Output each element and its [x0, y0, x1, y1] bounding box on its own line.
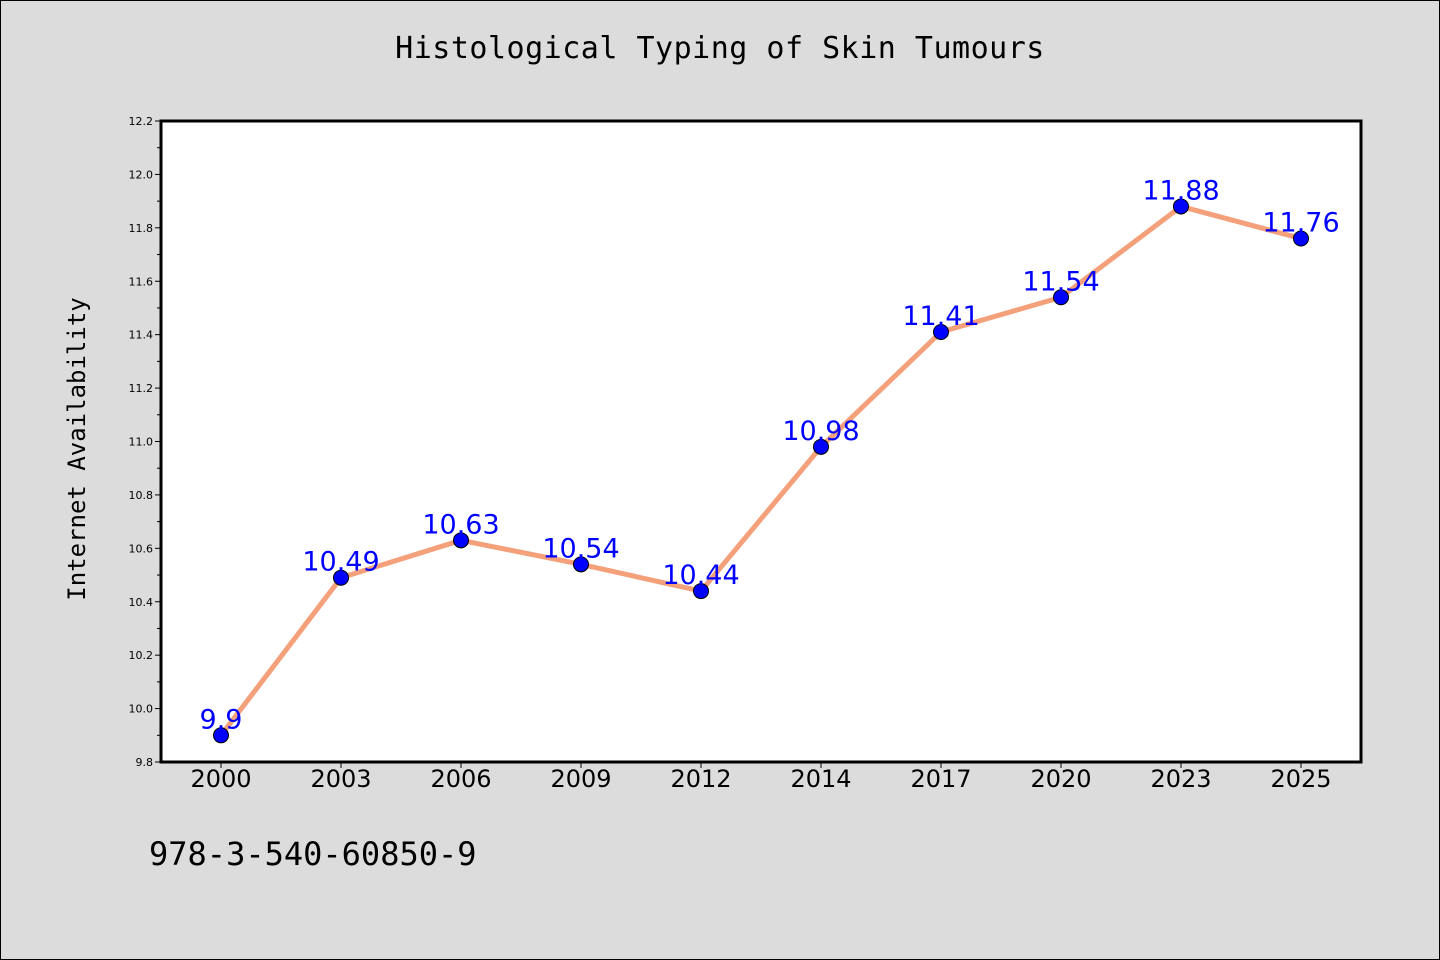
chart-title: Histological Typing of Skin Tumours	[395, 31, 1045, 66]
data-label: 11.76	[1262, 208, 1339, 239]
data-point	[1173, 198, 1189, 215]
footer-code: 978-3-540-60850-9	[149, 835, 477, 873]
x-tick-label: 2000	[190, 765, 251, 793]
data-point	[1293, 230, 1309, 247]
x-tick-label: 2012	[670, 765, 731, 793]
y-axis: 9.8 10.0 10.2 10.4 10.6 10.8 11.0 11.2 11.4 11.6 1…	[129, 115, 161, 769]
x-axis: 2000 2003 2006 2009 2012 2014 2017 2020 2023 2025	[190, 762, 1332, 793]
x-tick-label: 2009	[550, 765, 611, 793]
y-tick-label: 9.8	[136, 756, 154, 769]
x-tick-label: 2003	[310, 765, 371, 793]
series-line	[218, 203, 1304, 738]
y-tick-label: 10.8	[129, 489, 154, 502]
data-label: 10.98	[782, 416, 859, 447]
y-tick-label: 11.0	[129, 436, 154, 449]
y-tick-label: 10.4	[129, 596, 154, 609]
data-series: 9.9 10.49 10.63 10.54 10.44 10.98 11.41 11.54 11…	[200, 175, 1340, 744]
y-tick-label: 10.0	[129, 703, 154, 716]
data-label: 10.49	[302, 547, 379, 578]
x-tick-label: 2014	[790, 765, 851, 793]
data-point	[933, 323, 949, 340]
data-label: 10.44	[662, 560, 739, 591]
x-tick-label: 2017	[910, 765, 971, 793]
y-tick-label: 11.8	[129, 222, 154, 235]
y-tick-label: 10.2	[129, 649, 154, 662]
data-label: 10.54	[542, 533, 619, 564]
y-tick-label: 12.2	[129, 115, 154, 128]
data-label: 9.9	[200, 704, 243, 735]
data-label: 10.63	[422, 509, 499, 540]
data-point	[213, 727, 229, 744]
y-tick-label: 10.6	[129, 542, 154, 555]
data-label: 11.88	[1142, 175, 1219, 206]
y-tick-label: 12.0	[129, 168, 154, 181]
x-tick-label: 2006	[430, 765, 491, 793]
x-tick-label: 2020	[1030, 765, 1091, 793]
plot-area	[159, 119, 1363, 764]
data-label: 11.54	[1022, 266, 1099, 297]
data-point	[813, 438, 829, 455]
x-tick-label: 2023	[1150, 765, 1211, 793]
data-point	[1053, 289, 1069, 306]
y-tick-label: 11.2	[129, 382, 154, 395]
data-point	[573, 556, 589, 573]
data-point	[333, 569, 349, 586]
data-point	[693, 583, 709, 600]
x-tick-label: 2025	[1270, 765, 1331, 793]
data-point	[453, 532, 469, 549]
y-tick-label: 11.4	[129, 329, 154, 342]
data-label: 11.41	[902, 301, 979, 332]
y-tick-label: 11.6	[129, 275, 154, 288]
